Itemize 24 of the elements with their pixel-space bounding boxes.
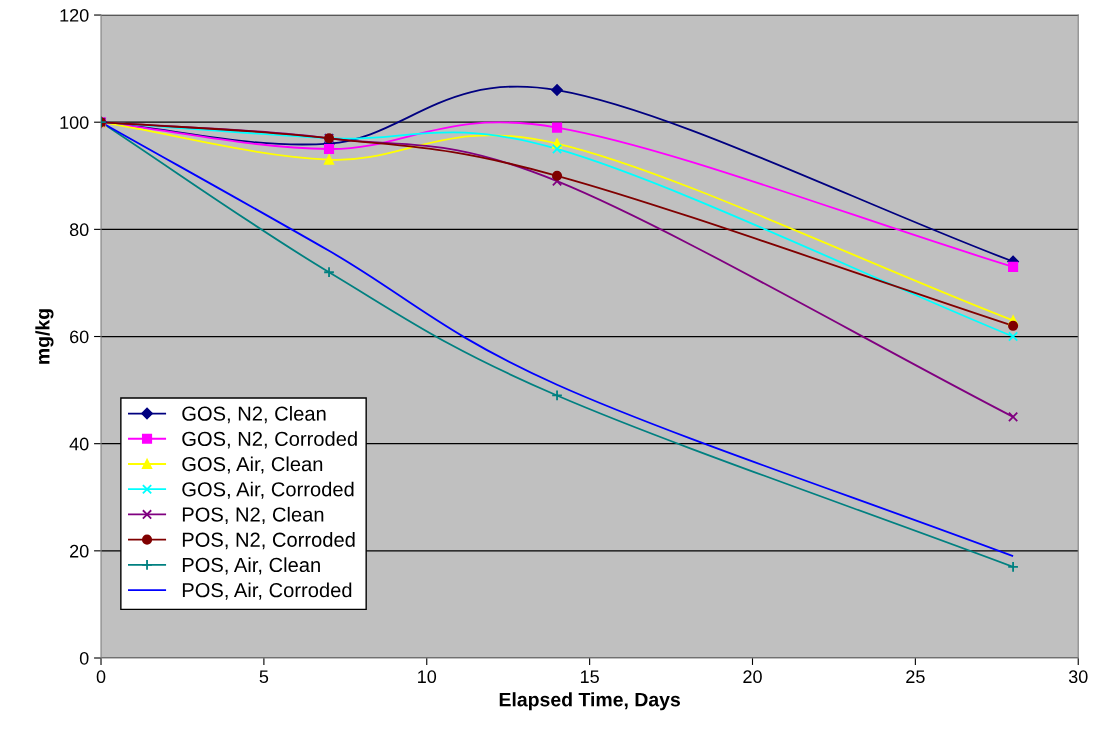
y-tick-label: 120 bbox=[60, 8, 89, 22]
legend-label: GOS, N2, Clean bbox=[182, 406, 326, 424]
x-tick-label: 0 bbox=[96, 670, 106, 684]
y-axis-title: mg/kg bbox=[35, 309, 54, 364]
x-tick-label: 25 bbox=[906, 670, 925, 684]
x-tick-label: 30 bbox=[1068, 670, 1088, 684]
legend-label: GOS, N2, Corroded bbox=[182, 431, 357, 449]
legend-label: GOS, Air, Corroded bbox=[182, 481, 354, 499]
y-tick-label: 0 bbox=[79, 651, 89, 665]
x-tick-label: 5 bbox=[259, 670, 269, 684]
x-tick-label: 15 bbox=[580, 670, 599, 684]
legend-label: POS, Air, Clean bbox=[182, 557, 320, 575]
legend-label: GOS, Air, Clean bbox=[182, 456, 323, 474]
legend-label: POS, N2, Corroded bbox=[182, 532, 355, 550]
y-tick-label: 100 bbox=[60, 116, 89, 129]
x-tick-label: 10 bbox=[418, 670, 437, 684]
legend-label: POS, N2, Clean bbox=[182, 506, 324, 525]
y-tick-label: 60 bbox=[70, 330, 89, 344]
y-tick-label: 40 bbox=[69, 437, 89, 451]
x-axis-title: Elapsed Time, Days bbox=[499, 692, 680, 711]
y-tick-label: 20 bbox=[70, 544, 89, 558]
x-tick-label: 20 bbox=[743, 670, 762, 684]
y-tick-label: 80 bbox=[69, 223, 89, 237]
legend-label: POS, Air, Corroded bbox=[182, 582, 352, 600]
